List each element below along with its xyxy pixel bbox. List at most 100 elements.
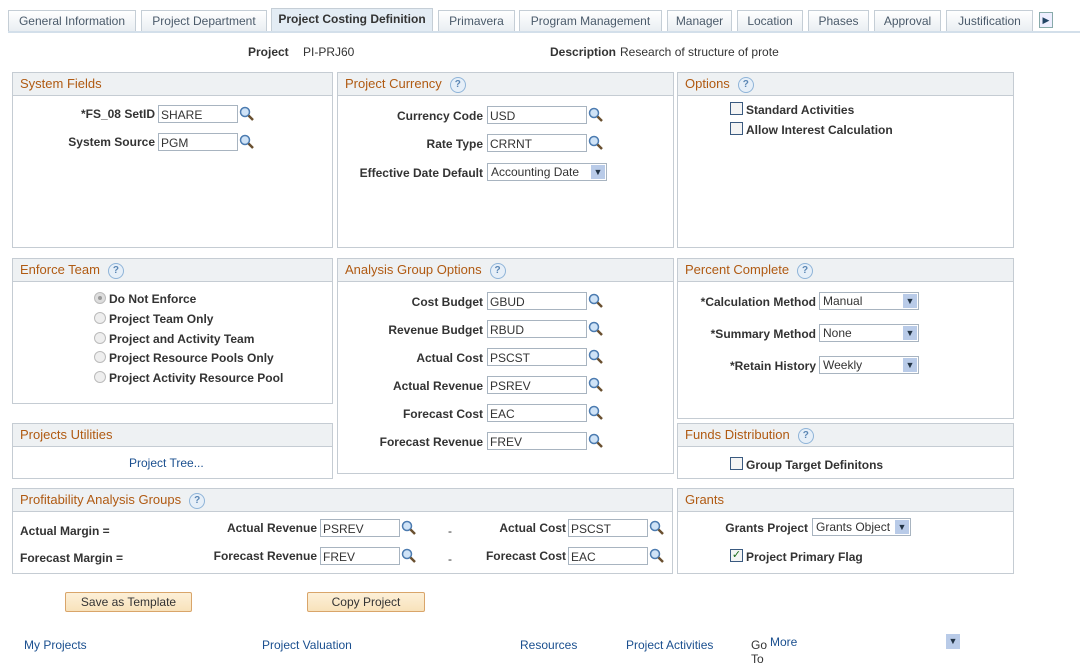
actual-cost-lookup-icon[interactable]: [649, 520, 665, 536]
enforce-team-panel: Enforce Team?: [12, 258, 333, 404]
analysis-row-lookup-icon[interactable]: [588, 349, 604, 365]
tab-location[interactable]: Location: [737, 10, 803, 31]
setid-input[interactable]: SHARE: [158, 105, 238, 123]
radio-activity-resource-pool[interactable]: [94, 371, 106, 383]
tab-primavera[interactable]: Primavera: [438, 10, 515, 31]
system-source-input[interactable]: PGM: [158, 133, 238, 151]
analysis-row-lookup-icon[interactable]: [588, 377, 604, 393]
setid-label: *FS_08 SetID: [80, 107, 155, 121]
analysis-row-lookup-icon[interactable]: [588, 293, 604, 309]
help-icon[interactable]: ?: [797, 262, 814, 279]
retain-history-label: *Retain History: [729, 359, 816, 373]
analysis-row-lookup-icon[interactable]: [588, 433, 604, 449]
select-value: Weekly: [823, 358, 863, 372]
allow-interest-checkbox[interactable]: [730, 122, 743, 135]
forecast-cost-label: Forecast Cost: [485, 549, 566, 563]
rate-type-input[interactable]: CRRNT: [487, 134, 587, 152]
tab-manager[interactable]: Manager: [667, 10, 732, 31]
radio-project-team-only[interactable]: [94, 312, 106, 324]
help-icon[interactable]: ?: [737, 76, 754, 93]
help-icon[interactable]: ?: [797, 427, 814, 444]
help-icon[interactable]: ?: [107, 262, 124, 279]
more-dropdown-icon[interactable]: ▼: [946, 634, 960, 649]
group-target-checkbox[interactable]: [730, 457, 743, 470]
standard-activities-label: Standard Activities: [746, 103, 855, 117]
radio-label: Do Not Enforce: [109, 292, 197, 306]
tab-phases[interactable]: Phases: [808, 10, 869, 31]
tab-justification[interactable]: Justification: [946, 10, 1033, 31]
effective-date-label: Effective Date Default: [359, 166, 483, 180]
currency-lookup-icon[interactable]: [588, 107, 604, 123]
copy-project-button[interactable]: Copy Project: [307, 592, 425, 612]
radio-project-activity-team[interactable]: [94, 332, 106, 344]
tab-divider: [8, 31, 1080, 33]
percent-complete-panel: Percent Complete?: [677, 258, 1014, 419]
allow-interest-label: Allow Interest Calculation: [746, 123, 893, 137]
actual-revenue-label: Actual Revenue: [226, 521, 317, 535]
analysis-row-input[interactable]: FREV: [487, 432, 587, 450]
next-tab-icon[interactable]: ▶: [1039, 12, 1053, 28]
forecast-revenue-input[interactable]: FREV: [320, 547, 400, 565]
analysis-row-input[interactable]: GBUD: [487, 292, 587, 310]
project-valuation-link[interactable]: Project Valuation: [262, 638, 352, 652]
select-value: None: [823, 326, 852, 340]
help-icon[interactable]: ?: [489, 262, 506, 279]
grants-project-label: Grants Project: [725, 521, 808, 535]
analysis-row-input[interactable]: EAC: [487, 404, 587, 422]
profitability-panel: Profitability Analysis Groups?: [12, 488, 673, 574]
system-source-label: System Source: [68, 135, 155, 149]
calculation-method-select[interactable]: Manual ▼: [819, 292, 919, 310]
project-activities-link[interactable]: Project Activities: [626, 638, 714, 652]
actual-revenue-input[interactable]: PSREV: [320, 519, 400, 537]
analysis-row-lookup-icon[interactable]: [588, 321, 604, 337]
tab-approval[interactable]: Approval: [874, 10, 941, 31]
chevron-down-icon: ▼: [895, 520, 909, 534]
analysis-row-input[interactable]: RBUD: [487, 320, 587, 338]
retain-history-select[interactable]: Weekly ▼: [819, 356, 919, 374]
radio-label: Project Team Only: [109, 312, 214, 326]
project-tree-link[interactable]: Project Tree...: [129, 456, 204, 470]
rate-type-lookup-icon[interactable]: [588, 135, 604, 151]
help-icon[interactable]: ?: [449, 76, 466, 93]
standard-activities-checkbox[interactable]: [730, 102, 743, 115]
my-projects-link[interactable]: My Projects: [24, 638, 87, 652]
analysis-row-input[interactable]: PSREV: [487, 376, 587, 394]
summary-method-label: *Summary Method: [710, 327, 816, 341]
forecast-revenue-lookup-icon[interactable]: [401, 548, 417, 564]
more-link[interactable]: More: [770, 635, 798, 649]
resources-link[interactable]: Resources: [520, 638, 578, 652]
actual-revenue-lookup-icon[interactable]: [401, 520, 417, 536]
enforce-team-title: Enforce Team: [20, 262, 100, 277]
actual-cost-label: Actual Cost: [499, 521, 566, 535]
summary-method-select[interactable]: None ▼: [819, 324, 919, 342]
help-icon[interactable]: ?: [189, 492, 206, 509]
setid-lookup-icon[interactable]: [239, 106, 255, 122]
analysis-row-input[interactable]: PSCST: [487, 348, 587, 366]
actual-margin-label: Actual Margin =: [20, 524, 110, 538]
tab-project-department[interactable]: Project Department: [141, 10, 267, 31]
effective-date-select[interactable]: Accounting Date ▼: [487, 163, 607, 181]
radio-resource-pools[interactable]: [94, 351, 106, 363]
system-source-lookup-icon[interactable]: [239, 134, 255, 150]
select-value: Manual: [823, 294, 863, 308]
forecast-margin-label: Forecast Margin =: [20, 551, 124, 565]
description-value: Research of structure of prote: [620, 45, 779, 59]
tab-general-information[interactable]: General Information: [8, 10, 136, 31]
analysis-row-lookup-icon[interactable]: [588, 405, 604, 421]
projects-utilities-title: Projects Utilities: [13, 424, 332, 447]
project-currency-panel: Project Currency?: [337, 72, 674, 248]
forecast-cost-input[interactable]: EAC: [568, 547, 648, 565]
grants-project-select[interactable]: Grants Object ▼: [812, 518, 911, 536]
currency-code-input[interactable]: USD: [487, 106, 587, 124]
system-fields-panel: System Fields: [12, 72, 333, 248]
tab-program-management[interactable]: Program Management: [519, 10, 662, 31]
tab-project-costing-definition[interactable]: Project Costing Definition: [271, 8, 433, 31]
actual-cost-input[interactable]: PSCST: [568, 519, 648, 537]
project-primary-flag-checkbox[interactable]: ✓: [730, 549, 743, 562]
save-as-template-button[interactable]: Save as Template: [65, 592, 192, 612]
forecast-cost-lookup-icon[interactable]: [649, 548, 665, 564]
analysis-group-title: Analysis Group Options: [345, 262, 482, 277]
percent-complete-title: Percent Complete: [685, 262, 790, 277]
project-value: PI-PRJ60: [303, 45, 355, 59]
radio-do-not-enforce[interactable]: [94, 292, 106, 304]
